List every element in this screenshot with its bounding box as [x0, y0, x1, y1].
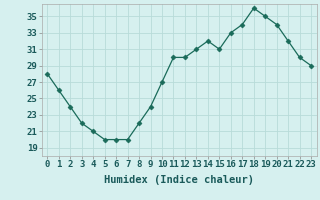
- X-axis label: Humidex (Indice chaleur): Humidex (Indice chaleur): [104, 175, 254, 185]
